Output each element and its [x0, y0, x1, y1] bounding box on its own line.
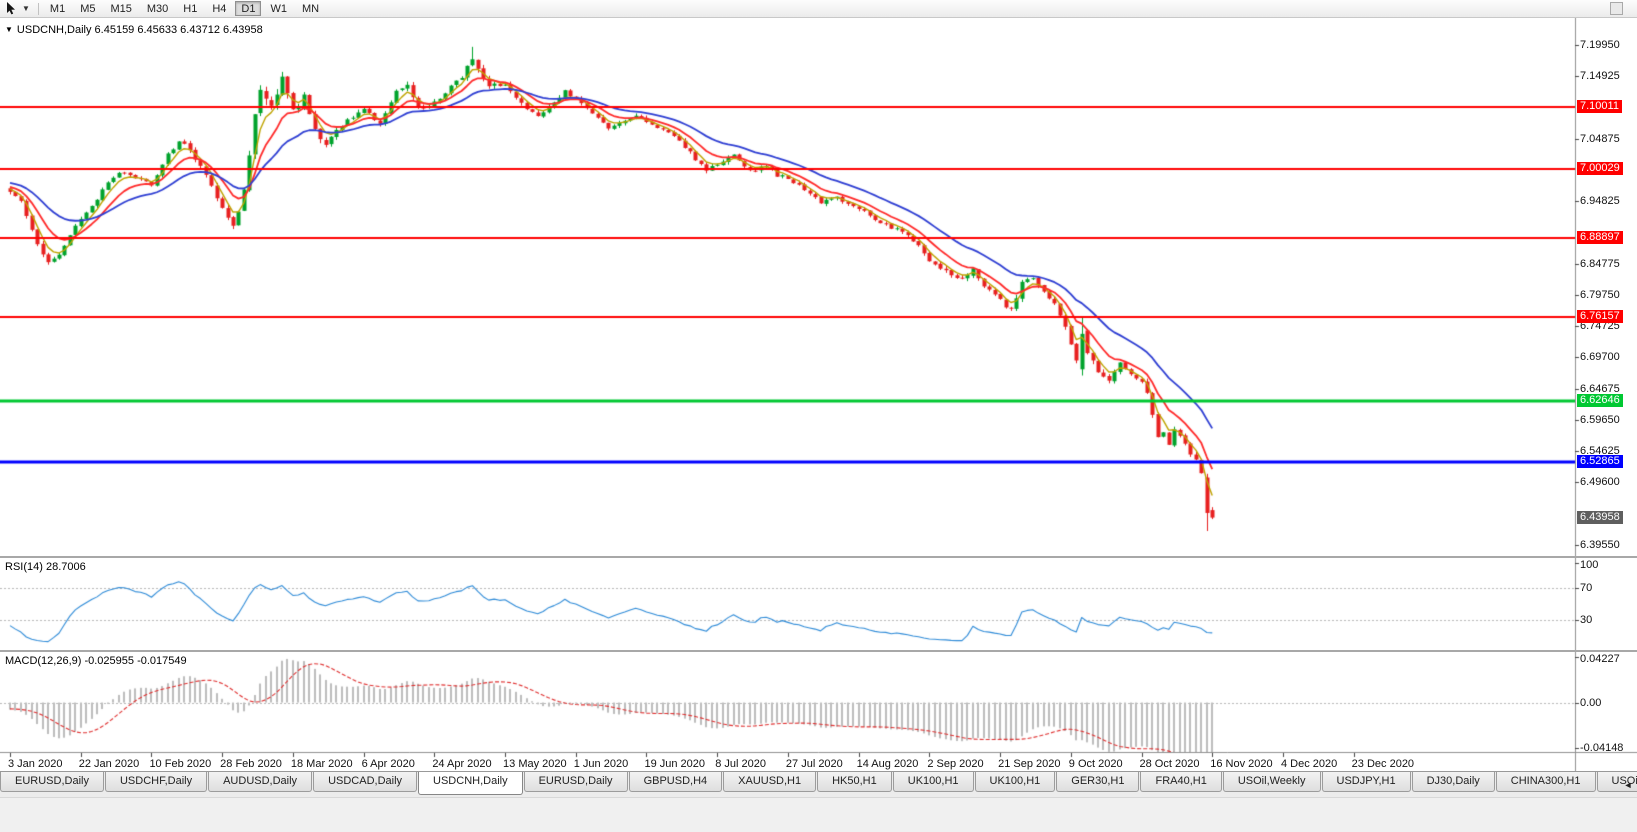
time-axis-label: 14 Aug 2020: [856, 758, 919, 770]
pane-splitter-rsi[interactable]: [0, 556, 1637, 558]
toolbar: ▼ M1 M5 M15 M30 H1 H4 D1 W1 MN: [0, 0, 1637, 18]
price-axis-label: 6.59650: [1580, 413, 1620, 426]
chart-header-text: USDCNH,Daily 6.45159 6.45633 6.43712 6.4…: [16, 24, 263, 36]
cursor-tool-icon[interactable]: [6, 2, 17, 15]
tab-scroll-left-button[interactable]: ◄: [1623, 780, 1633, 790]
price-axis-label: 6.94825: [1580, 195, 1620, 208]
toolbar-overflow-button[interactable]: [1610, 2, 1623, 15]
time-axis-label: 10 Feb 2020: [149, 758, 212, 770]
rsi-level-label: 70: [1580, 581, 1593, 594]
macd-axis-label: 0.04227: [1580, 653, 1620, 665]
support-line-price-label: 6.52865: [1577, 455, 1623, 469]
price-axis-label: 7.14925: [1580, 70, 1620, 83]
chart-tab-bar: EURUSD,Daily USDCHF,Daily AUDUSD,Daily USDC…: [0, 771, 1637, 797]
timeframe-button-m30[interactable]: M30: [146, 3, 169, 15]
pane-splitter-macd[interactable]: [0, 650, 1637, 652]
chart-tab-dj30-daily[interactable]: DJ30,Daily: [1411, 772, 1495, 792]
price-axis-label: 6.39550: [1580, 538, 1620, 551]
chart-tab-china300-h1[interactable]: CHINA300,H1: [1495, 772, 1596, 792]
macd-axis-label: -0.04148: [1580, 741, 1624, 754]
price-axis-label: 6.49600: [1580, 476, 1620, 489]
chart-tab-strip: EURUSD,Daily USDCHF,Daily AUDUSD,Daily USDC…: [0, 772, 1637, 797]
price-axis-label: 6.69700: [1580, 351, 1620, 364]
time-axis-label: 28 Feb 2020: [220, 758, 282, 770]
time-axis-label: 3 Jan 2020: [8, 758, 63, 770]
chart-tab-usdchf-daily[interactable]: USDCHF,Daily: [104, 772, 208, 792]
chart-tab-eurusd-daily[interactable]: EURUSD,Daily: [523, 772, 628, 792]
timeframe-button-h1[interactable]: H1: [183, 3, 198, 15]
support-line-price-label: 6.62646: [1577, 394, 1623, 408]
timeframe-button-group: M1 M5 M15 M30 H1 H4 D1 W1 MN: [44, 1, 325, 16]
rsi-indicator-label: RSI(14) 28.7006: [5, 561, 86, 573]
time-axis[interactable]: 3 Jan 2020 22 Jan 2020 10 Feb 2020 28 Feb 2…: [0, 753, 1575, 771]
macd-axis-label: 0.00: [1580, 696, 1602, 709]
resistance-line-price-label: 7.10011: [1577, 99, 1622, 113]
time-axis-label: 28 Oct 2020: [1139, 758, 1200, 770]
chart-canvas[interactable]: [0, 18, 1637, 771]
chart-tab-usoil[interactable]: USOil,: [1596, 772, 1637, 792]
chart-tab-xauusd-h1[interactable]: XAUUSD,H1: [723, 772, 817, 792]
price-axis[interactable]: 7.19950 7.14925 7.04875 6.94825 6.84775 6.797…: [1576, 18, 1637, 771]
timeframe-button-d1[interactable]: D1: [235, 1, 262, 16]
time-axis-label: 8 Jul 2020: [715, 758, 766, 770]
price-axis-label: 7.19950: [1580, 38, 1620, 51]
time-axis-label: 13 May 2020: [503, 758, 567, 770]
time-axis-label: 23 Dec 2020: [1351, 758, 1415, 770]
chart-tab-uk100-h1[interactable]: UK100,H1: [892, 772, 974, 792]
chart-symbol-ohlc-label: ▼ USDCNH,Daily 6.45159 6.45633 6.43712 6.…: [5, 24, 263, 36]
time-axis-label: 9 Oct 2020: [1068, 758, 1123, 770]
time-axis-label: 21 Sep 2020: [998, 758, 1061, 770]
time-axis-label: 16 Nov 2020: [1210, 758, 1273, 770]
resistance-line-price-label: 7.00029: [1577, 161, 1623, 175]
rsi-level-label: 30: [1580, 614, 1593, 627]
timeframe-button-m5[interactable]: M5: [80, 3, 96, 15]
price-axis-label: 6.64675: [1580, 382, 1620, 395]
resistance-line-price-label: 6.88897: [1577, 231, 1623, 245]
time-axis-label: 24 Apr 2020: [432, 758, 492, 770]
timeframe-button-w1[interactable]: W1: [270, 3, 287, 15]
chevron-down-icon[interactable]: ▼: [22, 4, 30, 13]
chart-tab-usoil-weekly[interactable]: USOil,Weekly: [1222, 772, 1321, 792]
chart-tab-gbpusd-h4[interactable]: GBPUSD,H4: [628, 772, 723, 792]
timeframe-button-m15[interactable]: M15: [110, 3, 132, 15]
time-axis-label: 22 Jan 2020: [78, 758, 140, 770]
timeframe-button-h4[interactable]: H4: [212, 3, 227, 15]
chart-tab-usdcnh-daily[interactable]: USDCNH,Daily: [418, 772, 523, 795]
time-axis-label: 18 Mar 2020: [290, 758, 353, 770]
price-axis-label: 7.04875: [1580, 132, 1620, 145]
chart-tab-usdjpy-h1[interactable]: USDJPY,H1: [1321, 772, 1411, 792]
time-axis-label: 27 Jul 2020: [785, 758, 843, 770]
time-axis-label: 1 Jun 2020: [573, 758, 629, 770]
time-axis-label: 2 Sep 2020: [927, 758, 984, 770]
time-axis-label: 19 Jun 2020: [644, 758, 706, 770]
price-axis-label: 6.84775: [1580, 257, 1620, 270]
price-axis-label: 6.54625: [1580, 445, 1620, 458]
status-strip: [0, 797, 1637, 832]
macd-indicator-label: MACD(12,26,9) -0.025955 -0.017549: [5, 655, 187, 667]
timeframe-button-mn[interactable]: MN: [301, 3, 320, 15]
chart-area: ▼ USDCNH,Daily 6.45159 6.45633 6.43712 6.…: [0, 18, 1637, 771]
time-axis-label: 6 Apr 2020: [361, 758, 415, 770]
chart-tab-usdcad-daily[interactable]: USDCAD,Daily: [313, 772, 418, 792]
rsi-level-label: 100: [1580, 559, 1599, 571]
chart-tab-eurusd-daily[interactable]: EURUSD,Daily: [0, 772, 104, 792]
one-click-trading-icon[interactable]: ▼: [5, 25, 13, 34]
chart-tab-ger30-h1[interactable]: GER30,H1: [1056, 772, 1140, 792]
chart-tab-fra40-h1[interactable]: FRA40,H1: [1140, 772, 1222, 792]
chart-tab-audusd-daily[interactable]: AUDUSD,Daily: [208, 772, 313, 792]
time-axis-label: 4 Dec 2020: [1280, 758, 1338, 770]
chart-tab-uk100-h1[interactable]: UK100,H1: [974, 772, 1056, 792]
bid-price-label: 6.43958: [1577, 510, 1623, 524]
timeframe-button-m1[interactable]: M1: [49, 3, 66, 15]
chart-tab-hk50-h1[interactable]: HK50,H1: [817, 772, 892, 792]
price-axis-label: 6.79750: [1580, 288, 1620, 301]
toolbar-separator: [37, 2, 39, 15]
resistance-line-price-label: 6.76157: [1577, 310, 1623, 324]
